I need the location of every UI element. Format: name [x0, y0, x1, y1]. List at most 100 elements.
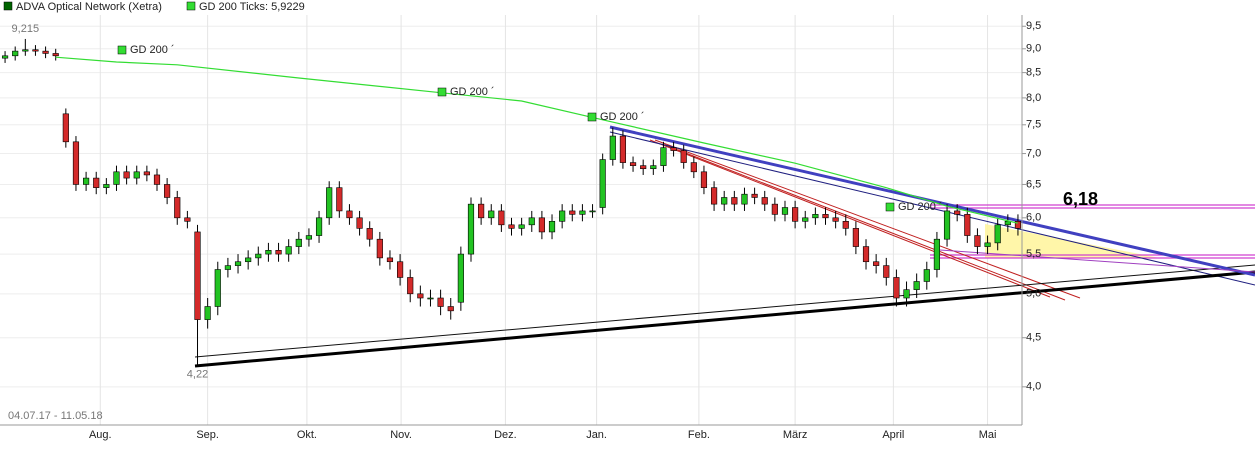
candle-body — [731, 197, 738, 205]
candle-body — [933, 238, 941, 270]
candle-body — [346, 210, 353, 219]
candle-body — [194, 231, 201, 320]
candle-body — [234, 261, 242, 266]
trend-line — [194, 270, 1255, 368]
candle-body — [407, 277, 414, 295]
candle-body — [478, 203, 485, 219]
candle-body — [873, 261, 880, 266]
candle-body — [883, 265, 890, 278]
candle-body — [852, 228, 859, 247]
ma-label: GD 200 ´ — [898, 201, 943, 213]
x-tick-label: April — [882, 429, 904, 441]
candle-body — [548, 220, 556, 233]
candle-body — [224, 265, 231, 270]
y-tick-label: 6,5 — [1026, 178, 1041, 190]
y-tick-label: 8,5 — [1026, 67, 1041, 79]
candle-body — [771, 203, 778, 215]
candle-body — [164, 184, 171, 198]
candle-body — [467, 203, 475, 255]
candle-body — [862, 246, 870, 263]
candle-body — [386, 257, 394, 263]
candle-body — [457, 253, 464, 303]
candle-body — [1, 55, 9, 59]
candle-body — [984, 242, 991, 247]
candle-body — [275, 250, 282, 255]
candle-body — [204, 306, 211, 320]
candle-body — [245, 257, 252, 263]
candle-body — [62, 113, 69, 143]
candle-body — [174, 197, 181, 219]
x-tick-label: Aug. — [89, 429, 112, 441]
x-tick-label: März — [783, 429, 807, 441]
candle-body — [842, 220, 849, 229]
candle-body — [376, 238, 383, 259]
legend-swatch — [3, 1, 13, 11]
candle-body — [670, 147, 677, 151]
legend-label: GD 200 Ticks: 5,9229 — [199, 1, 305, 13]
y-tick-label: 4,0 — [1026, 381, 1041, 393]
candle-body — [184, 217, 191, 222]
trend-line — [654, 139, 1081, 299]
trend-line — [664, 144, 1066, 301]
ma-label: GD 200 ´ — [600, 111, 645, 123]
candle-body — [923, 269, 930, 282]
triangle-fill — [985, 224, 1160, 258]
candle-body — [153, 174, 161, 185]
candle-body — [366, 228, 373, 240]
candle-body — [650, 165, 657, 170]
legend-swatch — [186, 1, 196, 11]
candle-body — [52, 53, 59, 57]
period-label: 04.07.17 - 11.05.18 — [8, 410, 103, 422]
candle-body — [609, 135, 616, 160]
candle-body — [427, 297, 434, 300]
candle-body — [447, 306, 454, 312]
ma-label: GD 200 ´ — [130, 44, 175, 56]
y-tick-label: 9,5 — [1026, 20, 1041, 32]
x-tick-label: Mai — [979, 429, 997, 441]
candle-body — [133, 171, 140, 179]
trend-line — [939, 249, 1255, 273]
y-tick-label: 8,0 — [1026, 92, 1041, 104]
candle-body — [32, 49, 39, 52]
high-label: 9,215 — [12, 23, 40, 35]
candle-body — [356, 217, 363, 229]
y-tick-label: 5,0 — [1026, 288, 1041, 300]
x-tick-label: Feb. — [688, 429, 710, 441]
candle-body — [589, 210, 596, 213]
candle-body — [700, 171, 708, 188]
candle-body — [974, 235, 981, 247]
y-tick-label: 7,5 — [1026, 119, 1041, 131]
candle-body — [538, 217, 545, 233]
candle-body — [305, 235, 313, 240]
low-label: 4,22 — [187, 368, 208, 380]
candle-body — [579, 210, 586, 215]
candle-body — [315, 217, 323, 236]
y-tick-label: 5,5 — [1026, 248, 1041, 260]
plot — [1, 38, 1022, 365]
candle-body — [336, 187, 343, 212]
candle-body — [295, 238, 302, 247]
candle-body — [812, 214, 819, 219]
candle-body — [1014, 220, 1022, 229]
x-tick-label: Okt. — [297, 429, 317, 441]
candle-body — [893, 277, 900, 299]
candle-body — [143, 171, 150, 176]
candle-body — [761, 197, 768, 205]
candle-body — [103, 184, 110, 188]
candle-body — [629, 162, 637, 166]
candle-body — [832, 217, 839, 222]
candle-body — [417, 293, 424, 299]
candle-body — [599, 159, 606, 208]
candle-body — [498, 210, 505, 226]
y-tick-label: 6,0 — [1026, 212, 1041, 224]
y-tick-label: 9,0 — [1026, 43, 1041, 55]
candle-body — [569, 210, 576, 215]
x-tick-label: Jan. — [586, 429, 607, 441]
candle-body — [72, 141, 80, 185]
ma-label-swatch — [587, 112, 597, 122]
legend-label: ADVA Optical Network (Xetra) — [16, 1, 162, 13]
candle-body — [822, 214, 829, 219]
candle-body — [326, 187, 333, 219]
